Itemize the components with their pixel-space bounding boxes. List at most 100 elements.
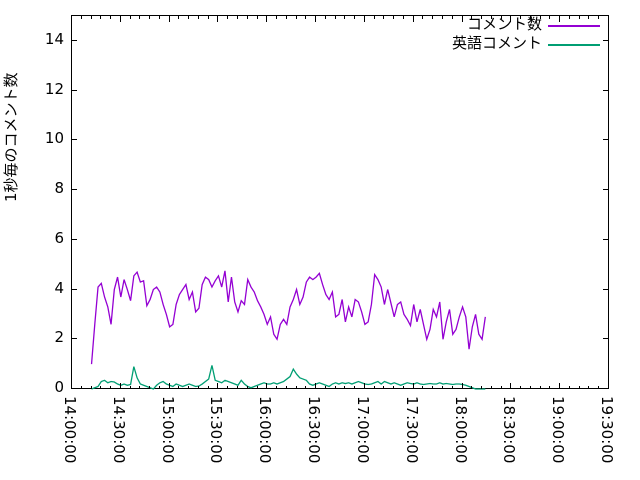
x-tick-mark-top-minor (237, 16, 238, 19)
y-tick-mark-right (603, 338, 609, 339)
x-tick-label: 18:00:00 (451, 396, 470, 464)
x-tick-mark-minor (442, 386, 443, 389)
x-tick-mark-top-minor (335, 16, 336, 19)
x-tick-label: 19:00:00 (549, 396, 568, 464)
y-tick-mark (71, 289, 77, 290)
x-tick-mark-minor (530, 386, 531, 389)
x-tick-mark-minor (491, 386, 492, 389)
x-tick-mark-minor (520, 386, 521, 389)
legend-label: 英語コメント (451, 34, 542, 52)
x-tick-mark-top (217, 16, 218, 22)
x-tick-mark-minor (149, 386, 150, 389)
x-tick-mark (510, 383, 511, 389)
x-tick-label: 14:30:00 (109, 396, 128, 464)
x-tick-mark-top-minor (130, 16, 131, 19)
x-tick-mark-minor (247, 386, 248, 389)
x-tick-mark-top-minor (227, 16, 228, 19)
x-tick-mark-minor (344, 386, 345, 389)
x-tick-mark-minor (130, 386, 131, 389)
y-tick-label: 6 (54, 228, 64, 247)
y-tick-mark (71, 239, 77, 240)
x-tick-label: 19:30:00 (598, 396, 616, 464)
x-tick-mark-top-minor (549, 16, 550, 19)
x-tick-mark-minor (257, 386, 258, 389)
x-tick-mark-minor (432, 386, 433, 389)
x-tick-mark-minor (81, 386, 82, 389)
x-tick-mark-top (266, 16, 267, 22)
x-tick-mark-top-minor (139, 16, 140, 19)
x-tick-mark-top (608, 16, 609, 22)
x-tick-mark-top-minor (257, 16, 258, 19)
x-tick-mark-minor (383, 386, 384, 389)
y-tick-label: 10 (44, 129, 64, 148)
x-tick-mark-top-minor (579, 16, 580, 19)
x-tick-mark-top (71, 16, 72, 22)
data-series-line (90, 270, 486, 365)
x-tick-mark-top-minor (286, 16, 287, 19)
x-tick-mark (462, 383, 463, 389)
x-tick-mark-minor (452, 386, 453, 389)
x-tick-mark (315, 383, 316, 389)
y-tick-mark-right (603, 388, 609, 389)
x-tick-mark-top-minor (383, 16, 384, 19)
x-tick-mark-minor (540, 386, 541, 389)
y-tick-label: 4 (54, 278, 64, 297)
y-tick-mark (71, 338, 77, 339)
x-tick-mark-minor (588, 386, 589, 389)
y-tick-mark-right (603, 289, 609, 290)
x-tick-mark (71, 383, 72, 389)
x-tick-mark-top-minor (247, 16, 248, 19)
series-canvas (90, 270, 486, 390)
x-tick-mark-minor (227, 386, 228, 389)
legend-item: 英語コメント (440, 35, 600, 53)
y-tick-label: 2 (54, 328, 64, 347)
x-tick-mark-minor (598, 386, 599, 389)
x-tick-mark-top (510, 16, 511, 22)
x-tick-label: 16:00:00 (256, 396, 275, 464)
x-tick-label: 14:00:00 (61, 396, 79, 464)
legend-color-swatch (548, 25, 600, 27)
x-tick-mark-top-minor (393, 16, 394, 19)
x-tick-label: 17:00:00 (353, 396, 372, 464)
x-tick-mark-top-minor (588, 16, 589, 19)
y-axis: 0 2 4 6 8 10 12 14 (0, 0, 64, 480)
x-tick-mark (413, 383, 414, 389)
x-tick-mark (169, 383, 170, 389)
x-tick-mark-top-minor (178, 16, 179, 19)
x-tick-mark-top-minor (530, 16, 531, 19)
x-tick-mark-top-minor (471, 16, 472, 19)
x-tick-mark-top (169, 16, 170, 22)
x-tick-mark-minor (276, 386, 277, 389)
x-tick-mark-top-minor (442, 16, 443, 19)
x-tick-mark-minor (422, 386, 423, 389)
x-tick-mark-top-minor (208, 16, 209, 19)
x-tick-mark-minor (296, 386, 297, 389)
y-tick-mark (71, 139, 77, 140)
x-tick-mark-top-minor (569, 16, 570, 19)
x-tick-mark-top-minor (305, 16, 306, 19)
data-series-line (91, 365, 486, 390)
x-tick-mark-minor (178, 386, 179, 389)
y-tick-label: 8 (54, 179, 64, 198)
x-tick-mark-minor (286, 386, 287, 389)
x-tick-mark-top (462, 16, 463, 22)
x-tick-mark-minor (91, 386, 92, 389)
x-tick-mark-top-minor (520, 16, 521, 19)
x-tick-mark-top-minor (91, 16, 92, 19)
y-tick-mark-right (603, 239, 609, 240)
x-tick-label: 16:30:00 (305, 396, 324, 464)
x-tick-mark-minor (549, 386, 550, 389)
x-tick-label: 15:30:00 (207, 396, 226, 464)
x-tick-mark (266, 383, 267, 389)
x-tick-mark-top-minor (403, 16, 404, 19)
y-tick-mark (71, 189, 77, 190)
x-tick-mark-top-minor (540, 16, 541, 19)
x-tick-mark-top-minor (344, 16, 345, 19)
x-tick-mark (364, 383, 365, 389)
x-tick-mark-minor (110, 386, 111, 389)
y-tick-mark (71, 40, 77, 41)
y-tick-mark-right (603, 40, 609, 41)
x-tick-mark-top-minor (276, 16, 277, 19)
x-tick-mark-minor (159, 386, 160, 389)
